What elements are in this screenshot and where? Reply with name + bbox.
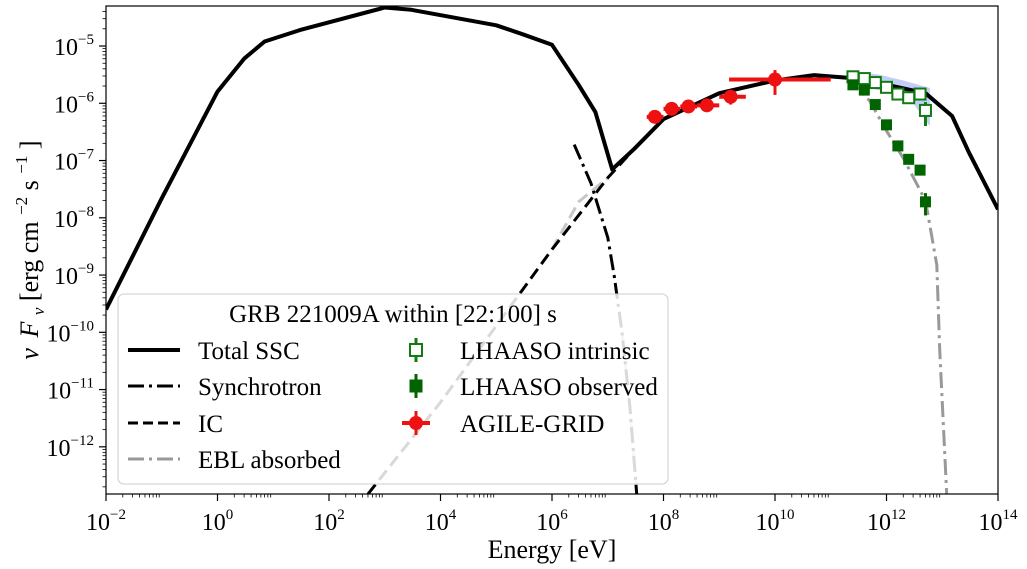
y-tick-label: 10−6	[54, 89, 94, 118]
y-tick-label: 10−11	[47, 376, 94, 405]
lhaaso-observed-marker	[869, 99, 881, 111]
lhaaso-observed-marker	[919, 196, 931, 208]
y-label-close: ]	[15, 140, 44, 149]
agile-grid-point	[729, 70, 831, 95]
lhaaso-intrinsic-marker	[913, 87, 927, 101]
svg-text:ν F ν [erg: ν F ν [erg cm −2 s −1 ]	[4, 140, 50, 359]
y-axis-label: ν F ν [erg cm −2 s −1 ]	[4, 140, 50, 359]
y-label-s: s	[15, 180, 44, 190]
x-tick-label: 102	[313, 507, 345, 536]
x-axis-label: Energy [eV]	[488, 535, 617, 564]
lhaaso-observed-point	[881, 119, 892, 131]
lhaaso-intrinsic-point	[913, 87, 927, 101]
lhaaso-observed-point	[892, 140, 904, 152]
legend-label-lhaaso-intrinsic: LHAASO intrinsic	[460, 338, 650, 365]
y-tick-label: 10−10	[47, 318, 94, 347]
y-label-sub: ν	[29, 307, 48, 315]
x-axis: 10−2 100 102 104 106 108 1010 1012 1014	[86, 494, 1018, 536]
lhaaso-observed-marker	[903, 153, 915, 165]
x-tick-label: 106	[536, 507, 568, 536]
lhaaso-observed-marker	[847, 79, 859, 91]
lhaaso-observed-point	[903, 153, 915, 165]
lhaaso-observed-point	[869, 99, 881, 111]
agile-grid-marker	[647, 109, 662, 124]
y-tick-label: 10−7	[54, 147, 94, 176]
agile-grid-point	[719, 89, 746, 105]
lhaaso-intrinsic-marker	[891, 87, 905, 101]
legend-swatch-lhaaso-intrinsic	[409, 338, 423, 362]
legend-label-agile-grid: AGILE-GRID	[460, 411, 604, 438]
legend-label-lhaaso-observed: LHAASO observed	[460, 374, 658, 401]
lhaaso-observed-marker	[858, 84, 870, 96]
x-tick-label: 1014	[979, 507, 1019, 536]
y-label-exp1: −2	[12, 197, 31, 215]
lhaaso-intrinsic-marker	[868, 76, 882, 90]
legend-box	[117, 293, 669, 485]
lhaaso-intrinsic-point	[891, 87, 905, 101]
x-tick-label: 100	[202, 507, 234, 536]
lhaaso-intrinsic-marker	[902, 91, 916, 105]
lhaaso-observed-marker	[892, 140, 904, 152]
agile-grid-marker	[681, 99, 696, 114]
x-tick-label: 1012	[867, 507, 906, 536]
lhaaso-intrinsic-point	[880, 80, 893, 94]
points-layer	[646, 70, 932, 216]
agile-grid-marker	[664, 101, 679, 116]
lhaaso-intrinsic-marker	[918, 103, 932, 117]
lhaaso-intrinsic-point	[857, 72, 871, 86]
y-label-F: F	[15, 321, 44, 339]
agile-grid-marker	[699, 98, 714, 113]
lhaaso-intrinsic-point	[918, 102, 932, 127]
legend-swatch-lhaaso-observed	[409, 374, 423, 398]
line-ic-faded	[550, 176, 609, 251]
lhaaso-observed-marker	[881, 119, 892, 131]
lhaaso-observed-point	[914, 164, 926, 176]
lhaaso-intrinsic-point	[868, 76, 882, 90]
y-label-open: [erg cm	[15, 221, 44, 301]
y-axis: 10−12 10−11 10−10 10−9 10−8 10−7 10−6 10−5	[47, 11, 106, 488]
y-tick-label: 10−12	[47, 433, 94, 462]
legend-label-ebl: EBL absorbed	[198, 447, 341, 474]
lhaaso-observed-point	[847, 79, 859, 91]
y-tick-label: 10−9	[54, 261, 94, 290]
agile-grid-marker	[768, 72, 782, 87]
agile-grid-point	[697, 98, 720, 113]
lhaaso-intrinsic-point	[902, 91, 916, 105]
y-label-nu: ν	[15, 348, 44, 360]
agile-grid-point	[663, 101, 681, 116]
agile-grid-point	[646, 109, 664, 124]
agile-grid-point	[680, 99, 698, 114]
y-tick-label: 10−5	[54, 32, 94, 61]
legend-label-synchrotron: Synchrotron	[198, 374, 322, 401]
x-tick-label: 1010	[756, 507, 795, 536]
lhaaso-intrinsic-marker	[857, 72, 871, 86]
agile-grid-marker	[723, 89, 738, 104]
y-tick-label: 10−8	[54, 204, 94, 233]
legend-label-ic: IC	[198, 411, 223, 438]
legend-title: GRB 221009A within [22:100] s	[229, 301, 557, 328]
lhaaso-observed-point	[858, 84, 870, 96]
lhaaso-observed-marker	[914, 164, 926, 176]
legend-swatch-agile-grid	[402, 411, 430, 435]
x-tick-label: 104	[425, 507, 457, 536]
x-tick-label: 10−2	[86, 507, 126, 536]
legend: GRB 221009A within [22:100] s Total SSC …	[117, 293, 669, 485]
lhaaso-observed-point	[919, 193, 931, 216]
y-label-exp2: −1	[12, 156, 31, 174]
legend-label-total-ssc: Total SSC	[198, 338, 300, 365]
x-tick-label: 108	[648, 507, 680, 536]
lhaaso-intrinsic-marker	[880, 80, 893, 94]
